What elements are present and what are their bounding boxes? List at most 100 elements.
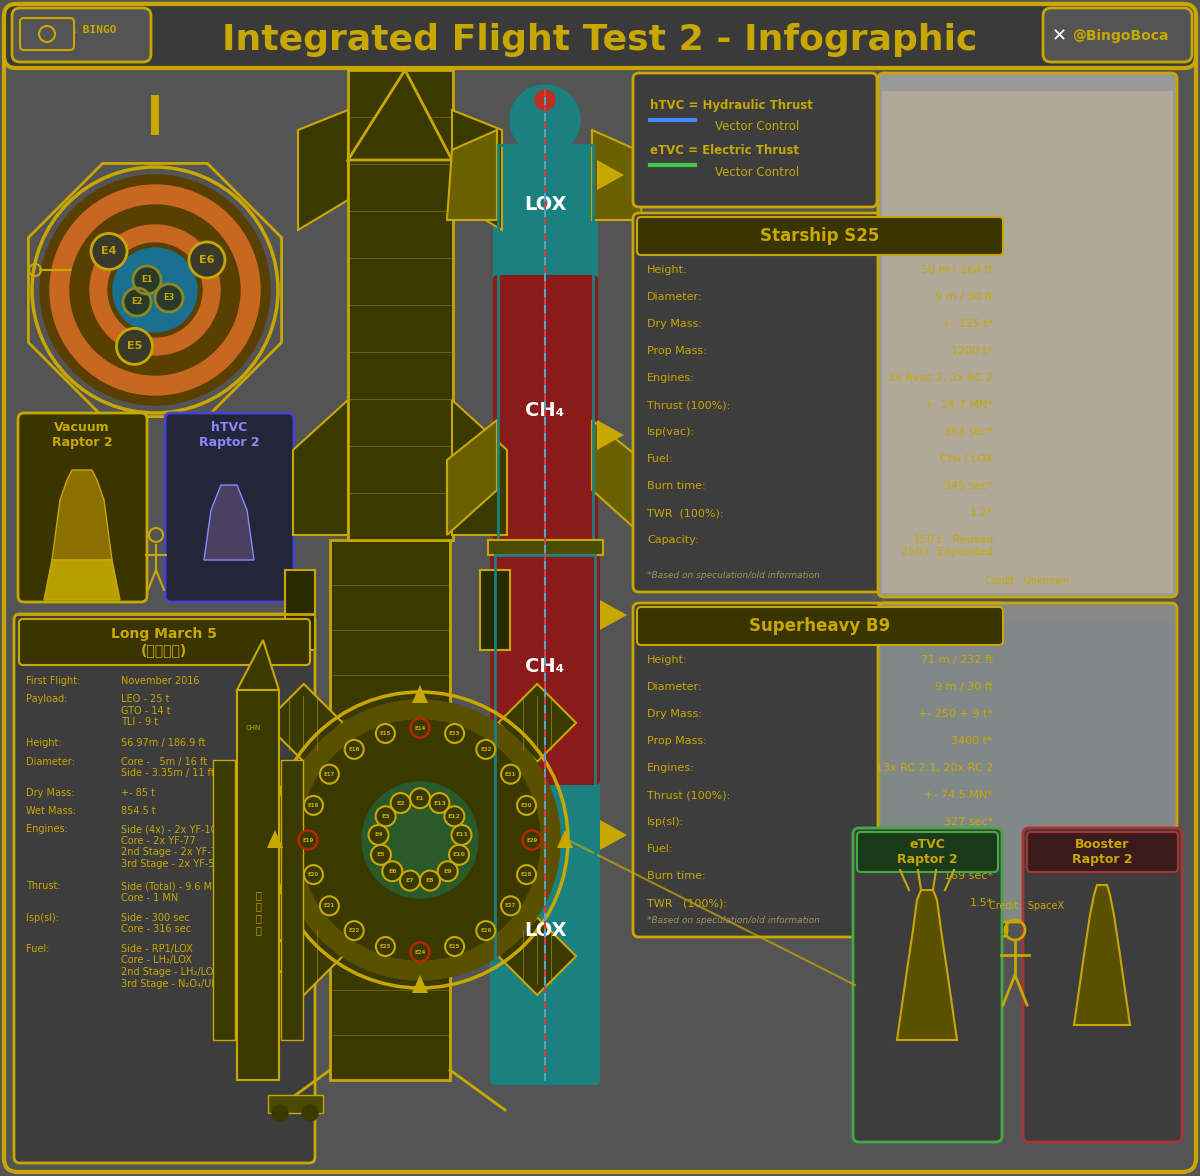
Text: Burn time:: Burn time: (647, 871, 706, 881)
Polygon shape (592, 420, 642, 535)
Polygon shape (1074, 886, 1130, 1025)
Bar (498, 684, 576, 762)
Bar (488, 540, 604, 555)
Circle shape (400, 870, 420, 890)
Text: Vacuum
Raptor 2: Vacuum Raptor 2 (52, 421, 113, 449)
Circle shape (502, 764, 520, 783)
Polygon shape (412, 975, 428, 993)
Circle shape (522, 830, 541, 849)
Text: 71 m / 232 ft: 71 m / 232 ft (920, 655, 994, 664)
Text: Dry Mass:: Dry Mass: (647, 319, 702, 329)
Text: TWR  (100%):: TWR (100%): (647, 508, 724, 517)
Text: Vector Control: Vector Control (715, 167, 799, 180)
Text: Starship S25: Starship S25 (761, 227, 880, 245)
FancyBboxPatch shape (634, 73, 877, 207)
Text: 345 sec*: 345 sec* (944, 481, 994, 492)
Text: 13x RC 2.1, 20x RC 2: 13x RC 2.1, 20x RC 2 (876, 763, 994, 773)
Text: E27: E27 (505, 903, 516, 908)
Text: Prop Mass:: Prop Mass: (647, 736, 707, 746)
Text: E18: E18 (307, 803, 319, 808)
Text: BOCA BINGO: BOCA BINGO (49, 25, 116, 35)
Text: 1200 t*: 1200 t* (952, 346, 994, 356)
Circle shape (445, 937, 464, 956)
Text: Height:: Height: (647, 265, 688, 275)
Polygon shape (446, 420, 497, 535)
Bar (281, 760, 302, 1040)
FancyBboxPatch shape (878, 603, 1177, 922)
Bar (496, 555, 595, 1080)
Text: Fuel:: Fuel: (26, 944, 49, 954)
Bar (480, 570, 510, 650)
Text: E9: E9 (443, 869, 452, 874)
Text: E32: E32 (480, 747, 492, 751)
Text: Dry Mass:: Dry Mass: (647, 709, 702, 719)
Circle shape (445, 724, 464, 743)
Text: eTVC
Raptor 2: eTVC Raptor 2 (896, 838, 958, 866)
Text: Isp(sl):: Isp(sl): (26, 913, 59, 923)
FancyBboxPatch shape (878, 73, 1177, 597)
Circle shape (302, 1105, 318, 1121)
Bar (265, 684, 343, 762)
Circle shape (113, 248, 197, 332)
Text: Thrust:: Thrust: (26, 881, 61, 891)
Text: E19: E19 (302, 837, 313, 842)
Text: E3: E3 (163, 294, 175, 302)
Text: E29: E29 (527, 837, 538, 842)
Polygon shape (592, 131, 642, 220)
Polygon shape (52, 470, 112, 560)
Bar (348, 71, 454, 540)
Text: Height:: Height: (26, 739, 61, 748)
Circle shape (410, 942, 430, 962)
Text: Isp(sl):: Isp(sl): (647, 817, 684, 827)
Text: Credit:  SpaceX: Credit: SpaceX (990, 901, 1064, 911)
Circle shape (90, 225, 220, 355)
Text: Side (4x) - 2x YF-100
Core - 2x YF-77
2nd Stage - 2x YF-750
3rd Stage - 2x YF-50: Side (4x) - 2x YF-100 Core - 2x YF-77 2n… (121, 824, 229, 869)
Text: E30: E30 (521, 803, 533, 808)
Text: 9 m / 30 ft: 9 m / 30 ft (935, 682, 994, 691)
Text: +- 125 t*: +- 125 t* (942, 319, 994, 329)
Circle shape (40, 175, 270, 405)
FancyBboxPatch shape (634, 603, 1007, 937)
FancyBboxPatch shape (490, 775, 600, 1085)
Text: E1: E1 (142, 275, 152, 285)
Text: E17: E17 (324, 771, 335, 776)
Text: Side - RP1/LOX
Core - LH₂/LOX
2nd Stage - LH₂/LOX
3rd Stage - N₂O₄/UDMH: Side - RP1/LOX Core - LH₂/LOX 2nd Stage … (121, 944, 235, 989)
Circle shape (272, 1105, 288, 1121)
Text: 3x Rvac 2, 3x RC 2: 3x Rvac 2, 3x RC 2 (888, 373, 994, 383)
Text: +- 85 t: +- 85 t (121, 788, 155, 797)
Text: Thrust (100%):: Thrust (100%): (647, 400, 731, 410)
Polygon shape (598, 420, 624, 450)
Circle shape (517, 866, 536, 884)
Text: hTVC = Hydraulic Thrust: hTVC = Hydraulic Thrust (650, 99, 812, 112)
Text: Credit:  Unknown: Credit: Unknown (985, 576, 1069, 586)
FancyBboxPatch shape (637, 218, 1003, 255)
FancyBboxPatch shape (857, 831, 998, 871)
Text: TWR   (100%):: TWR (100%): (647, 898, 727, 908)
Circle shape (344, 921, 364, 940)
Text: ✕: ✕ (1052, 27, 1067, 45)
FancyBboxPatch shape (166, 413, 294, 602)
Text: Prop Mass:: Prop Mass: (647, 346, 707, 356)
Text: E22: E22 (348, 928, 360, 933)
Text: E14: E14 (414, 726, 426, 730)
Polygon shape (452, 400, 508, 535)
Circle shape (304, 796, 323, 815)
Text: Dry Mass:: Dry Mass: (26, 788, 74, 797)
Text: Fuel:: Fuel: (647, 454, 673, 465)
Circle shape (42, 29, 52, 39)
Polygon shape (44, 560, 120, 600)
Circle shape (376, 807, 396, 827)
Bar (214, 760, 235, 1040)
FancyBboxPatch shape (20, 18, 74, 51)
Text: E16: E16 (348, 747, 360, 751)
Text: 中
国
航
天: 中 国 航 天 (256, 890, 260, 935)
Circle shape (368, 826, 389, 846)
Bar (498, 917, 576, 995)
Text: Capacity:: Capacity: (647, 535, 698, 544)
Text: Isp(vac):: Isp(vac): (647, 427, 695, 437)
FancyBboxPatch shape (14, 614, 314, 1163)
Text: E10: E10 (452, 853, 466, 857)
Text: +- 250 + 9 t*: +- 250 + 9 t* (918, 709, 994, 719)
Polygon shape (600, 600, 628, 630)
Text: Height:: Height: (647, 655, 688, 664)
